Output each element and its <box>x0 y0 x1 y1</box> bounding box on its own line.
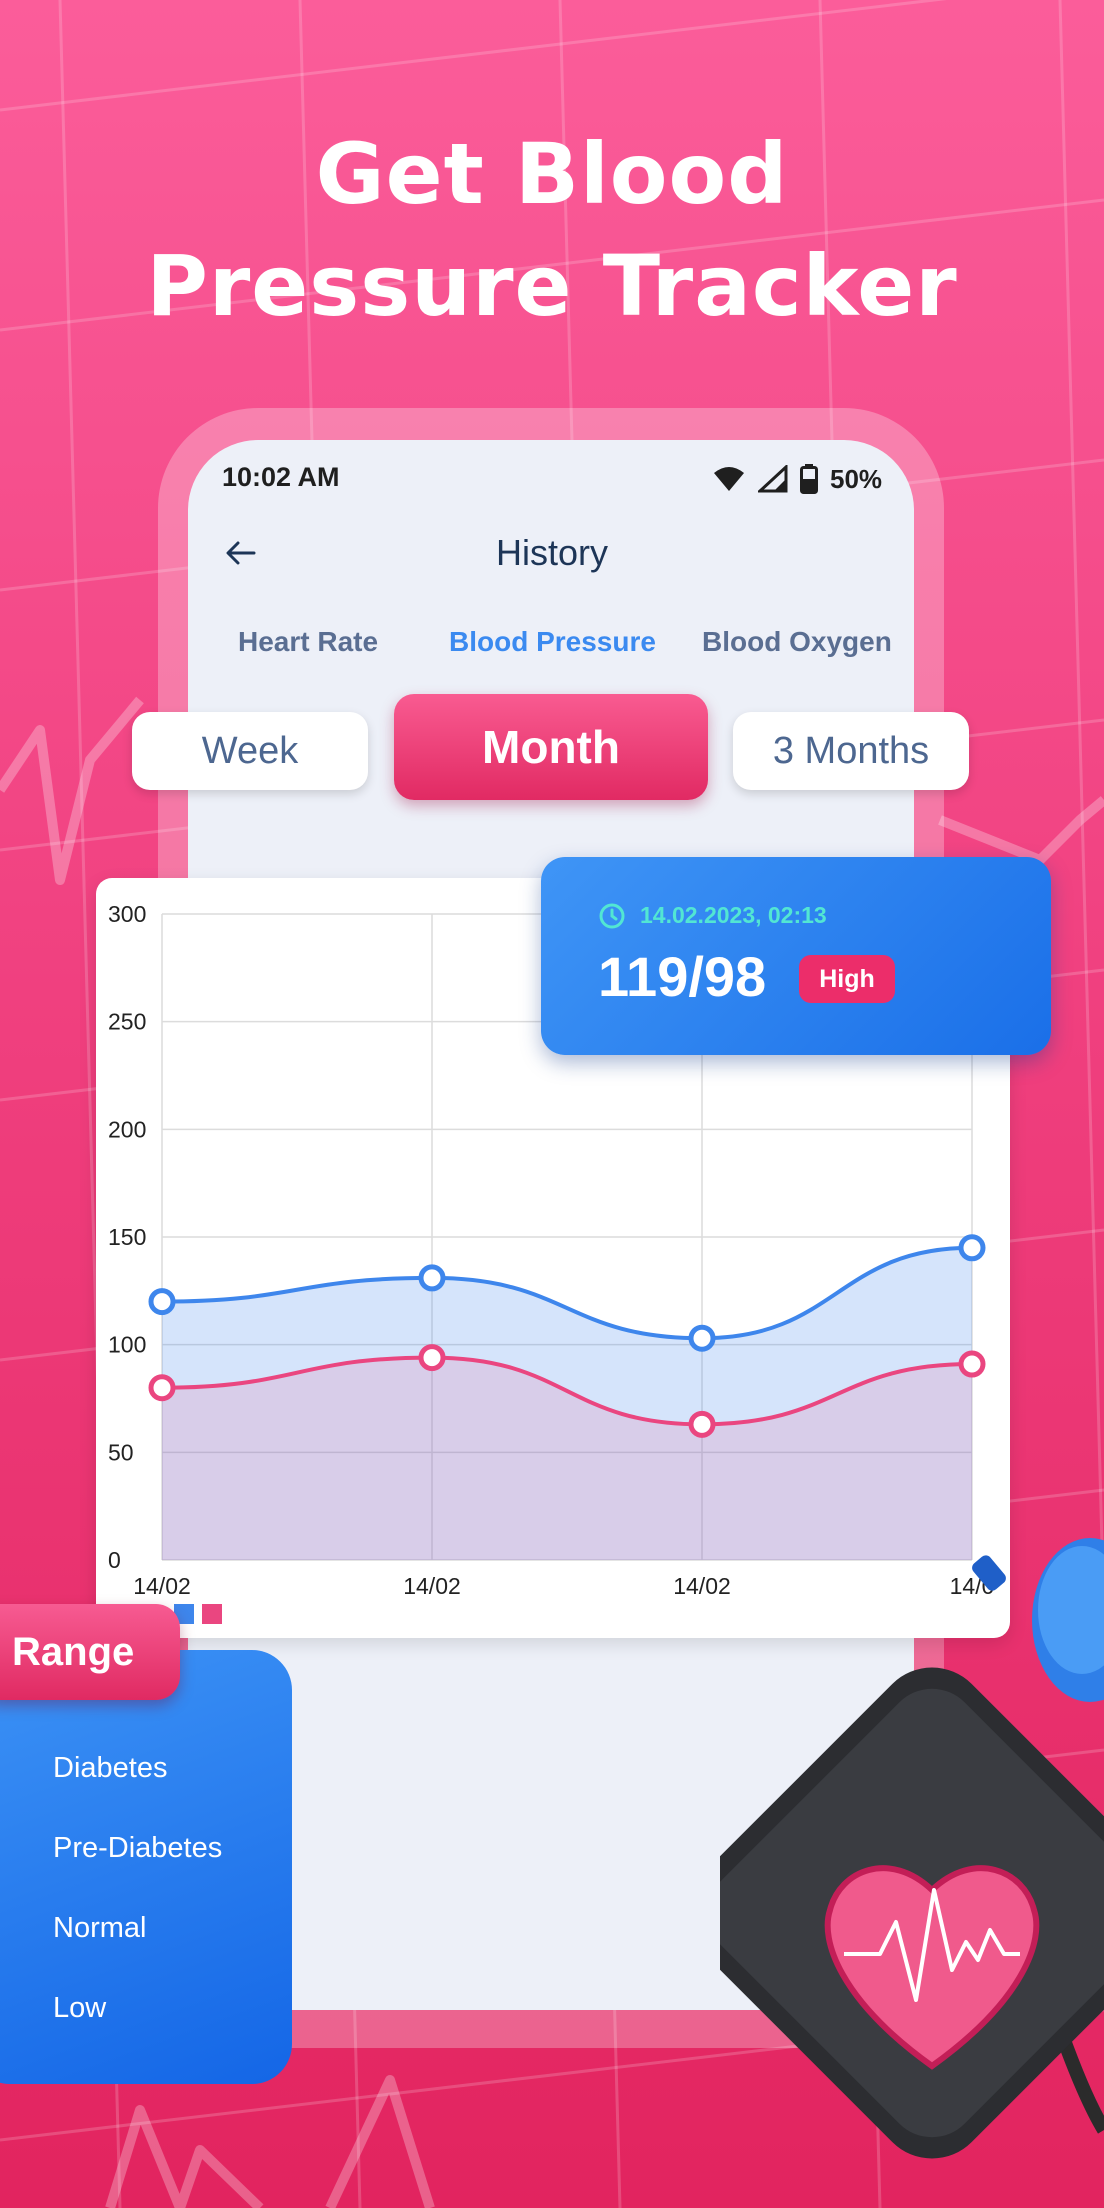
series-line-2 <box>161 1355 973 1427</box>
y-tick-label: 150 <box>108 1224 146 1250</box>
reading-card[interactable] <box>541 857 1051 1055</box>
headline-line-1: Get Blood <box>315 125 789 223</box>
data-point <box>418 1264 446 1292</box>
data-point <box>148 1374 176 1402</box>
headline: Get Blood Pressure Tracker <box>0 118 1104 342</box>
series-area-1 <box>162 1247 972 1560</box>
reading-datetime: 14.02.2023, 02:13 <box>640 902 827 928</box>
data-point <box>688 1324 716 1352</box>
y-tick-label: 300 <box>108 901 146 927</box>
series-area-2 <box>162 1357 972 1560</box>
period-3-months-button[interactable]: 3 Months <box>733 712 969 790</box>
x-tick-label: 14/02 <box>403 1573 461 1599</box>
y-tick-label: 200 <box>108 1116 146 1142</box>
battery-icon <box>800 464 818 494</box>
status-badge: High <box>799 955 895 1003</box>
clock-icon <box>599 903 625 929</box>
x-tick-label: 14/02 <box>133 1573 191 1599</box>
wifi-icon <box>714 467 744 491</box>
signal-icon <box>758 465 788 493</box>
range-item-low[interactable]: Low <box>53 1992 107 2024</box>
data-point <box>148 1288 176 1316</box>
data-point <box>418 1344 446 1372</box>
y-tick-label: 0 <box>108 1547 121 1573</box>
tab-blood-pressure[interactable]: Blood Pressure <box>449 626 656 657</box>
period-month-button[interactable]: Month <box>394 694 708 800</box>
series-line-1 <box>161 1245 973 1341</box>
legend-systolic-swatch <box>174 1604 194 1624</box>
range-panel <box>0 1650 292 2084</box>
battery-percent: 50% <box>830 463 883 494</box>
data-point <box>958 1350 986 1378</box>
status-time: 10:02 AM <box>222 462 340 492</box>
legend-diastolic-swatch <box>202 1604 222 1624</box>
page-title: History <box>495 532 608 573</box>
status-icons: 50% <box>712 462 882 496</box>
range-tag: Range <box>0 1604 180 1700</box>
period-week-button[interactable]: Week <box>132 712 368 790</box>
data-point <box>958 1234 986 1262</box>
tab-blood-oxygen[interactable]: Blood Oxygen <box>702 626 892 657</box>
blood-pressure-monitor-illustration <box>720 1538 1104 2159</box>
y-tick-label: 100 <box>108 1332 146 1358</box>
range-item-pre-diabetes[interactable]: Pre-Diabetes <box>53 1832 223 1864</box>
range-item-diabetes[interactable]: Diabetes <box>53 1752 168 1784</box>
tab-heart-rate[interactable]: Heart Rate <box>238 626 379 657</box>
range-item-normal[interactable]: Normal <box>53 1912 147 1944</box>
headline-line-2: Pressure Tracker <box>146 237 958 335</box>
data-point <box>688 1410 716 1438</box>
reading-value: 119/98 <box>598 945 767 1008</box>
x-tick-label: 14/02 <box>673 1573 731 1599</box>
y-tick-label: 250 <box>108 1009 146 1035</box>
arrow-left-icon[interactable] <box>224 536 258 570</box>
y-tick-label: 50 <box>108 1439 134 1465</box>
